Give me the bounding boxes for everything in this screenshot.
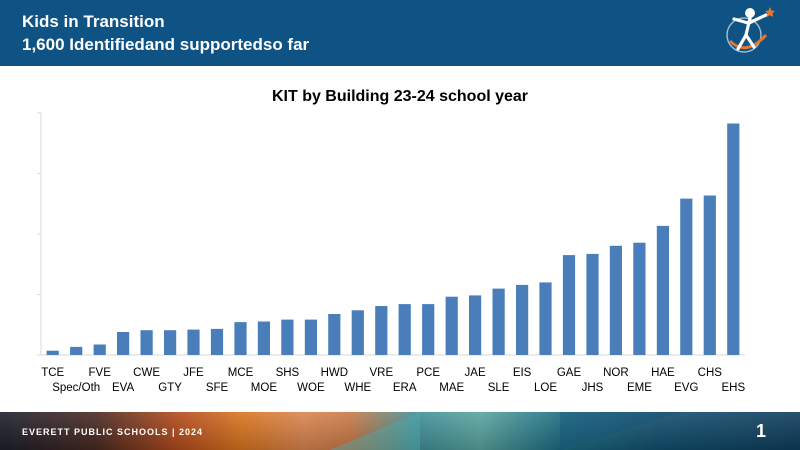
bar-cwe [140,330,153,355]
x-tick-label: SFE [206,382,229,394]
bar-spec-oth [70,346,83,355]
bar-eva [117,332,130,355]
bar-jfe [187,329,200,355]
everett-schools-figure-logo-icon [726,7,775,53]
footer-facet [560,412,680,450]
x-tick-label: GTY [158,382,182,394]
bar-sfe [210,328,224,355]
x-tick-label: WOE [297,382,325,394]
bar-evg [680,198,693,355]
x-tick-label: FVE [89,367,112,379]
bar-eme [633,242,646,355]
bar-mae [445,296,458,355]
bar-loe [539,282,552,355]
bar-vre [375,306,388,355]
x-tick-label: EME [627,382,652,394]
bar-chs [703,195,716,355]
bar-era [398,304,411,355]
bar-hae [656,225,669,355]
x-tick-label: EVA [112,382,134,394]
footer-facet [330,412,420,450]
x-tick-label: EIS [513,367,532,379]
x-tick-label: SLE [488,382,510,394]
x-tick-label: JHS [582,382,604,394]
bar-shs [281,319,294,355]
x-tick-label: JFE [183,367,204,379]
bar-sle [492,288,505,355]
x-tick-label: HAE [651,367,675,379]
x-tick-label: MOE [251,382,278,394]
x-tick-label: VRE [369,367,393,379]
bar-jhs [586,253,599,355]
bar-eis [516,284,529,355]
bar-moe [257,321,270,355]
x-tick-label: EHS [721,382,745,394]
page-number: 1 [755,421,766,441]
x-tick-label: CWE [133,367,160,379]
chart-title: KIT by Building 23-24 school year [271,88,529,105]
x-tick-label: LOE [534,382,557,394]
bar-hwd [328,314,341,355]
footer-band [0,412,800,450]
footer-shade [0,412,800,450]
bar-tce [46,350,59,355]
x-tick-label: HWD [321,367,348,379]
footer-org-label: EVERETT PUBLIC SCHOOLS | 2024 [22,427,204,437]
x-tick-label: WHE [344,382,371,394]
slide-title: Kids in Transition [22,12,165,31]
x-tick-label: PCE [416,367,440,379]
x-tick-label: NOR [603,367,629,379]
x-tick-label: TCE [41,367,64,379]
bar-pce [422,304,435,355]
bar-jae [469,295,482,355]
x-tick-label: Spec/Oth [52,382,100,394]
x-tick-label: CHS [698,367,723,379]
bar-whe [351,310,364,355]
bar-woe [304,319,317,355]
x-tick-label: EVG [674,382,698,394]
bar-gae [562,255,576,355]
x-tick-label: ERA [393,382,417,394]
x-tick-label: MAE [439,382,464,394]
bar-nor [609,245,622,355]
x-tick-label: JAE [465,367,486,379]
x-tick-label: GAE [557,367,582,379]
x-tick-label: MCE [228,367,254,379]
x-tick-label: SHS [276,367,300,379]
bar-gty [164,330,177,355]
bar-mce [234,322,247,355]
bar-ehs [727,123,740,355]
header-bar [0,0,800,66]
bar-fve [93,344,106,355]
slide-subtitle: 1,600 Identifiedand supportedso far [22,35,310,54]
